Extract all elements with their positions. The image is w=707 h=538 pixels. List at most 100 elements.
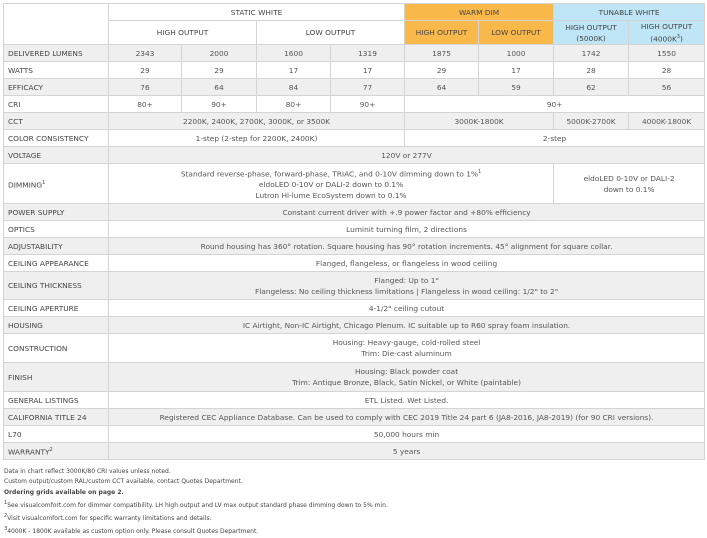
table-cell: 1742	[553, 44, 630, 63]
table-cell: 2000	[181, 44, 257, 63]
table-cell: CEILING THICKNESS	[3, 271, 109, 301]
table-cell: 90+	[329, 95, 406, 114]
sub-warm-low: LOW OUTPUT	[478, 19, 555, 46]
row-ceiling-aperture: CEILING APERTURE 4-1/2" ceiling cutout	[3, 299, 706, 318]
table-cell: DELIVERED LUMENS	[3, 44, 109, 63]
table-cell: 28	[628, 61, 706, 80]
row-california-title-24: CALIFORNIA TITLE 24 Registered CEC Applia…	[3, 408, 706, 427]
row-optics: OPTICS Luminit turning film, 2 directions	[3, 220, 706, 239]
table-cell: IC Airtight, Non-IC Airtight, Chicago Pl…	[107, 316, 706, 335]
sub-warm-high: HIGH OUTPUT	[404, 19, 480, 46]
table-cell: 90+	[404, 95, 706, 114]
table-cell: WARRANTY2	[3, 442, 109, 461]
table-cell: 59	[478, 78, 555, 97]
table-cell: COLOR CONSISTENCY	[3, 129, 109, 148]
row-efficacy: EFFICACY 76 64 84 77 64 59 62 56	[3, 78, 706, 97]
row-ceiling-thickness: CEILING THICKNESS Flanged: Up to 1" Flange…	[3, 271, 706, 301]
note-ordering: Ordering grids available on page 2.	[4, 488, 124, 496]
table-cell: 17	[329, 61, 406, 80]
table-cell: Registered CEC Appliance Database. Can b…	[107, 408, 706, 427]
spec-table: STATIC WHITE WARM DIM TUNABLE WHITE HIGH…	[3, 2, 706, 461]
table-row: HIGH OUTPUT LOW OUTPUT HIGH OUTPUT LOW O…	[4, 19, 706, 46]
table-cell: 76	[108, 78, 182, 97]
table-cell: 2343	[108, 44, 182, 63]
row-housing: HOUSING IC Airtight, Non-IC Airtight, Chi…	[3, 316, 706, 335]
table-cell: eldoLED 0-10V or DALI-2 down to 0.1%	[553, 163, 706, 205]
table-cell: 29	[404, 61, 480, 80]
table-cell: Flanged: Up to 1" Flangeless: No ceiling …	[107, 271, 706, 301]
group-warm-dim: WARM DIM	[404, 3, 555, 21]
row-general-listings: GENERAL LISTINGS ETL Listed. Wet Listed.	[3, 391, 706, 410]
sub-tunable-5000: HIGH OUTPUT (5000K)	[553, 19, 630, 46]
table-cell: OPTICS	[3, 220, 109, 239]
table-cell: 3000K-1800K	[404, 112, 555, 131]
table-cell: 80+	[256, 95, 331, 114]
table-cell: 64	[404, 78, 480, 97]
table-cell: 56	[628, 78, 706, 97]
footnote-2: 2Visit visualcomfort.com for specific wa…	[4, 513, 212, 523]
table-cell: 80+	[108, 95, 182, 114]
row-watts: WATTS 29 29 17 17 29 17 28 28	[3, 61, 706, 80]
row-finish: FINISH Housing: Black powder coat Trim: An…	[3, 362, 706, 393]
row-color-consistency: COLOR CONSISTENCY 1-step (2-step for 220…	[3, 129, 706, 148]
row-dimming: DIMMING1 Standard reverse-phase, forward…	[3, 163, 706, 205]
table-cell: 28	[553, 61, 630, 80]
table-row: STATIC WHITE WARM DIM TUNABLE WHITE	[3, 2, 706, 46]
table-cell: 2-step	[404, 129, 706, 148]
group-static-white: STATIC WHITE	[107, 3, 406, 21]
group-tunable-white: TUNABLE WHITE	[553, 3, 706, 21]
table-cell: 50,000 hours min	[107, 425, 706, 444]
note-data: Data in chart reflect 3000K/80 CRI value…	[4, 468, 171, 475]
table-cell: 2200K, 2400K, 2700K, 3000K, or 3500K	[107, 112, 406, 131]
sub-static-high: HIGH OUTPUT	[108, 19, 257, 46]
table-cell: HOUSING	[3, 316, 109, 335]
row-cct: CCT 2200K, 2400K, 2700K, 3000K, or 3500K…	[3, 112, 706, 131]
table-cell: Flanged, flangeless, or flangeless in wo…	[107, 254, 706, 273]
table-cell: 5000K-2700K	[553, 112, 630, 131]
table-cell: Luminit turning film, 2 directions	[107, 220, 706, 239]
table-cell: 4000K-1800K	[628, 112, 706, 131]
table-cell: 1319	[329, 44, 406, 63]
table-cell: 1875	[404, 44, 480, 63]
row-power-supply: POWER SUPPLY Constant current driver with…	[3, 203, 706, 222]
table-cell: 1600	[256, 44, 331, 63]
table-cell: 17	[478, 61, 555, 80]
table-cell: POWER SUPPLY	[3, 203, 109, 222]
table-cell: EFFICACY	[3, 78, 109, 97]
table-cell: 1550	[628, 44, 706, 63]
table-cell: VOLTAGE	[3, 146, 109, 165]
table-cell: CRI	[3, 95, 109, 114]
row-adjustability: ADJUSTABILITY Round housing has 360° rota…	[3, 237, 706, 256]
row-l70: L70 50,000 hours min	[3, 425, 706, 444]
table-cell: Round housing has 360° rotation. Square …	[107, 237, 706, 256]
table-cell: 29	[108, 61, 182, 80]
table-cell: ADJUSTABILITY	[3, 237, 109, 256]
footnotes: Data in chart reflect 3000K/80 CRI value…	[4, 467, 388, 538]
row-voltage: VOLTAGE 120V or 277V	[3, 146, 706, 165]
table-cell: 120V or 277V	[107, 146, 706, 165]
table-cell: 77	[329, 78, 406, 97]
table-cell: Constant current driver with +.9 power f…	[107, 203, 706, 222]
table-cell: WATTS	[3, 61, 109, 80]
table-cell: 90+	[181, 95, 257, 114]
table-cell: 84	[256, 78, 331, 97]
note-custom: Custom output/custom RAL/custom CCT avai…	[4, 478, 243, 486]
table-cell: CEILING APERTURE	[3, 299, 109, 318]
row-construction: CONSTRUCTION Housing: Heavy-gauge, cold-r…	[3, 333, 706, 364]
table-cell: 29	[181, 61, 257, 80]
table-cell: 17	[256, 61, 331, 80]
corner-cell	[3, 2, 109, 46]
table-cell: 4-1/2" ceiling cutout	[107, 299, 706, 318]
footnote-1: 1See visualcomfort.com for dimmer compat…	[4, 499, 388, 509]
table-cell: 1000	[478, 44, 555, 63]
sub-tunable-4000: HIGH OUTPUT (4000K3)	[628, 19, 706, 46]
table-cell: Housing: Black powder coat Trim: Antique …	[107, 362, 706, 393]
row-lumens: DELIVERED LUMENS 2343 2000 1600 1319 1875 100…	[3, 44, 706, 63]
table-cell: GENERAL LISTINGS	[3, 391, 109, 410]
table-cell: DIMMING1	[3, 163, 109, 205]
table-cell: CONSTRUCTION	[3, 333, 109, 364]
table-cell: FINISH	[3, 362, 109, 393]
row-warranty: WARRANTY2 5 years	[3, 442, 706, 461]
table-cell: L70	[3, 425, 109, 444]
row-ceiling-appearance: CEILING APPEARANCE Flanged, flangeless, o…	[3, 254, 706, 273]
